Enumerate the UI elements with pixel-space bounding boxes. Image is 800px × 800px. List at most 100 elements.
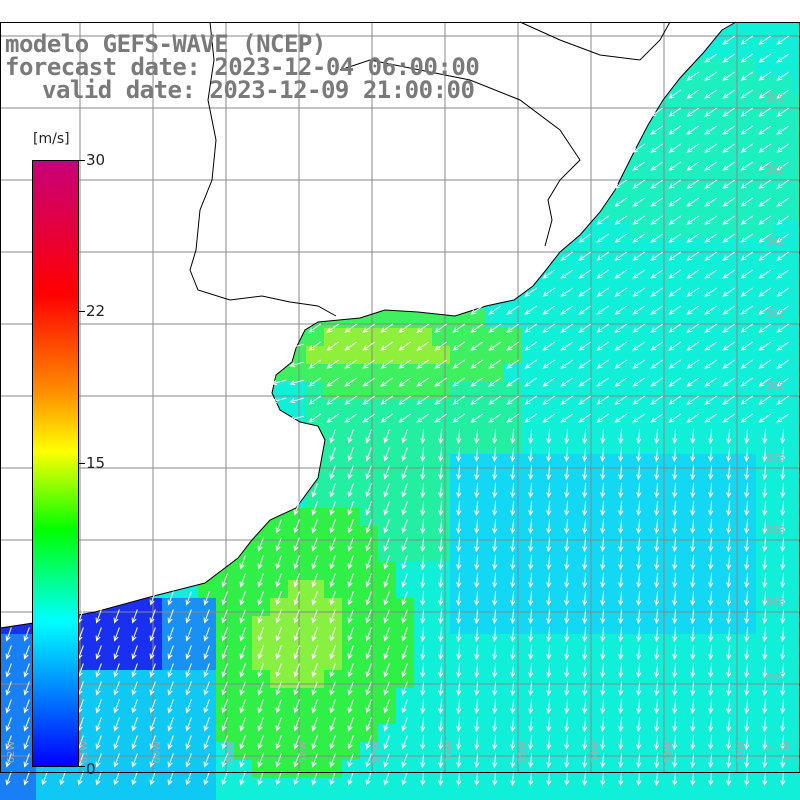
wind-arrow-head: [329, 563, 335, 570]
wind-arrow-head: [185, 743, 191, 750]
wind-arrow-head: [257, 545, 263, 552]
wind-arrow: [309, 377, 321, 387]
wind-arrow-head: [293, 689, 299, 696]
wind-arrow-head: [383, 581, 389, 588]
wind-arrow: [781, 752, 785, 768]
wind-arrow: [457, 608, 461, 624]
wind-arrow: [709, 464, 713, 480]
wind-arrow: [637, 590, 641, 606]
wind-arrow-head: [614, 255, 621, 261]
longitude-label: 60W: [152, 741, 163, 764]
wind-arrow: [691, 446, 695, 462]
wind-arrow-head: [686, 93, 693, 99]
wind-arrow-head: [614, 345, 621, 351]
wind-arrow: [727, 554, 731, 570]
wind-arrow-head: [344, 345, 351, 351]
wind-arrow: [327, 359, 339, 369]
wind-arrow-head: [329, 653, 335, 660]
wind-arrow: [565, 518, 569, 534]
wind-arrow-head: [492, 672, 498, 679]
wind-arrow-head: [362, 417, 369, 423]
wind-arrow-head: [744, 690, 750, 697]
wind-arrow-head: [614, 399, 621, 405]
wind-arrow: [561, 395, 573, 405]
wind-arrow-head: [383, 599, 389, 606]
wind-arrow: [511, 518, 515, 534]
wind-arrow: [691, 572, 695, 588]
wind-arrow: [687, 287, 699, 297]
wind-arrow: [439, 572, 443, 588]
wind-arrow: [453, 341, 465, 351]
wind-arrow-head: [456, 744, 462, 751]
wind-arrow: [493, 608, 497, 624]
wind-arrow-head: [776, 273, 783, 279]
wind-arrow: [565, 572, 569, 588]
wind-arrow: [435, 359, 447, 369]
wind-arrow-head: [744, 438, 750, 445]
wind-arrow: [96, 699, 102, 713]
wind-arrow: [619, 554, 623, 570]
wind-arrow: [475, 770, 479, 786]
wind-arrow: [565, 734, 569, 750]
wind-arrow-head: [668, 363, 675, 369]
wind-arrow: [579, 395, 591, 405]
wind-arrow: [529, 446, 533, 462]
wind-arrow: [547, 482, 551, 498]
wind-arrow-head: [542, 327, 549, 333]
wind-arrow-head: [740, 273, 747, 279]
wind-arrow-head: [113, 635, 119, 642]
wind-arrow: [723, 323, 735, 333]
wind-arrow-head: [560, 363, 567, 369]
wind-arrow-head: [203, 779, 209, 786]
wind-arrow: [363, 377, 375, 387]
wind-arrow: [439, 608, 443, 624]
wind-arrow: [276, 645, 282, 659]
wind-arrow: [493, 734, 497, 750]
latitude-label: 33S: [765, 165, 784, 176]
wind-arrow: [366, 663, 372, 677]
wind-arrow: [78, 663, 84, 677]
wind-arrow: [579, 413, 591, 423]
wind-arrow-head: [275, 725, 281, 732]
wind-arrow-head: [95, 725, 101, 732]
wind-arrow-head: [708, 456, 714, 463]
wind-arrow: [745, 770, 749, 786]
wind-arrow-head: [293, 617, 299, 624]
wind-arrow-head: [722, 39, 729, 45]
wind-arrow: [421, 536, 425, 552]
wind-arrow-head: [636, 510, 642, 517]
wind-arrow: [619, 428, 623, 444]
wind-arrow: [777, 161, 789, 171]
wind-arrow-head: [650, 273, 657, 279]
wind-arrow-head: [401, 581, 407, 588]
wind-arrow-head: [762, 654, 768, 661]
wind-arrow: [366, 537, 372, 551]
wind-arrow: [543, 341, 555, 351]
wind-arrow: [561, 269, 573, 279]
wind-arrow: [741, 233, 753, 243]
wind-arrow: [507, 359, 519, 369]
wind-arrow-head: [564, 510, 570, 517]
wind-arrow-head: [582, 528, 588, 535]
wind-arrow: [705, 107, 717, 117]
wind-arrow: [493, 680, 497, 696]
wind-arrow-head: [113, 617, 119, 624]
wind-arrow: [673, 626, 677, 642]
wind-arrow-head: [95, 689, 101, 696]
wind-arrow-head: [380, 381, 387, 387]
wind-arrow: [24, 735, 30, 749]
wind-arrow-head: [672, 726, 678, 733]
wind-arrow: [723, 395, 735, 405]
wind-arrow: [759, 71, 771, 81]
wind-arrow: [669, 233, 681, 243]
wind-arrow-head: [578, 273, 585, 279]
wind-arrow: [42, 771, 48, 785]
wind-arrow-head: [326, 399, 333, 405]
wind-arrow-head: [596, 255, 603, 261]
wind-arrow: [294, 735, 300, 749]
wind-arrow-head: [5, 671, 11, 678]
wind-arrow: [327, 341, 339, 351]
wind-arrow: [439, 734, 443, 750]
wind-arrow-head: [690, 492, 696, 499]
wind-arrow: [493, 464, 497, 480]
